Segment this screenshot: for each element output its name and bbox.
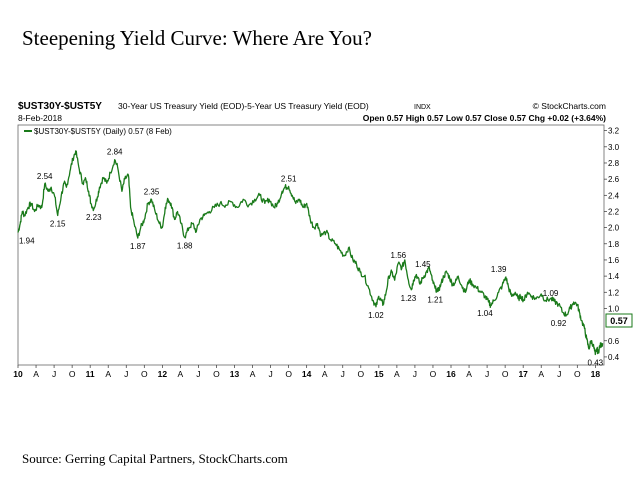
point-annotation: 2.54 [37,172,53,181]
legend-label: $UST30Y-$UST5Y (Daily) 0.57 (8 Feb) [34,127,172,136]
y-tick-label: 3.2 [608,127,620,136]
point-annotation: 1.45 [415,260,431,269]
chart-description: 30-Year US Treasury Yield (EOD)-5-Year U… [118,101,369,111]
x-tick-label: A [250,369,256,379]
page-title: Steepening Yield Curve: Where Are You? [22,26,372,50]
series-line [17,150,604,356]
series-layer [17,150,604,356]
point-annotation: 2.35 [144,187,160,196]
plot-area-frame [17,124,605,366]
x-tick-label: O [430,369,437,379]
x-axis: 10 A J O 11 A J O 12 A J O 13 A J O 14 A J O 15 A J O 16 A J O 17 A J O… [13,365,600,379]
x-tick-label: A [322,369,328,379]
x-tick-label: 13 [230,369,240,379]
x-tick-label: J [557,369,561,379]
y-tick-label: 1.6 [608,256,620,265]
x-tick-label: O [69,369,76,379]
point-annotation: 1.39 [491,265,507,274]
chart-exchange: INDX [414,104,431,111]
x-tick-label: J [485,369,489,379]
y-tick-label: 1.4 [608,272,620,281]
point-annotation: 1.87 [130,242,146,251]
ohlc-readout: Open 0.57 High 0.57 Low 0.57 Close 0.57 … [363,113,606,123]
x-tick-label: O [213,369,220,379]
x-tick-label: 16 [446,369,456,379]
x-tick-label: A [105,369,111,379]
point-annotation: 1.56 [391,251,407,260]
x-tick-label: O [574,369,581,379]
x-tick-label: A [538,369,544,379]
chart-date: 8-Feb-2018 [18,113,62,123]
point-annotation: 2.15 [50,220,66,229]
point-annotation: 2.84 [107,148,123,157]
x-tick-label: A [394,369,400,379]
point-annotation: 0.92 [551,319,567,328]
y-tick-label: 2.4 [608,191,620,200]
x-tick-label: 14 [302,369,312,379]
x-tick-label: J [341,369,345,379]
x-tick-label: O [357,369,364,379]
x-tick-label: J [196,369,200,379]
x-tick-label: A [33,369,39,379]
y-tick-label: 2.6 [608,175,620,184]
x-tick-label: 11 [86,369,95,379]
x-tick-label: 12 [158,369,168,379]
y-tick-label: 3.0 [608,143,620,152]
point-annotation: 1.02 [368,311,384,320]
y-axis: 3.2 3.0 2.8 2.6 2.4 2.2 2.0 1.8 1.6 1.4 1.2 1.0 0.6 0… [604,127,620,362]
point-annotation: 1.09 [543,289,559,298]
point-annotation: 2.51 [281,174,297,183]
y-tick-label: 2.0 [608,224,620,233]
x-tick-label: 18 [591,369,601,379]
x-tick-label: A [178,369,184,379]
source-note: Source: Gerring Capital Partners, StockC… [22,451,288,466]
point-annotation: 1.04 [477,309,493,318]
y-tick-label: 1.0 [608,304,620,313]
point-annotation: 1.21 [427,295,443,304]
x-tick-label: O [502,369,509,379]
y-tick-label: 0.4 [608,353,620,362]
x-tick-label: J [268,369,272,379]
last-value-label: 0.57 [610,316,628,326]
y-tick-label: 2.8 [608,159,620,168]
x-tick-label: 15 [374,369,384,379]
y-tick-label: 0.6 [608,337,620,346]
x-tick-label: J [52,369,56,379]
point-annotation: 1.23 [401,294,417,303]
point-annotation: 1.94 [19,236,35,245]
x-tick-label: J [413,369,417,379]
last-value-box [605,313,633,328]
point-annotation: 0.43 [588,358,604,367]
point-annotation: 2.23 [86,213,102,222]
x-tick-label: A [466,369,472,379]
chart-symbol: $UST30Y-$UST5Y [18,101,102,112]
annotation-layer: 1.94 2.54 2.15 2.23 2.84 1.87 2.35 1.88 2.51 1.02… [19,148,604,368]
x-tick-label: J [124,369,128,379]
y-tick-label: 1.8 [608,240,620,249]
y-tick-label: 1.2 [608,288,620,297]
stockcharts-brand: © StockCharts.com [533,101,606,111]
x-tick-label: O [285,369,292,379]
x-tick-label: O [141,369,148,379]
x-tick-label: 10 [13,369,23,379]
x-tick-label: 17 [518,369,528,379]
point-annotation: 1.88 [177,241,193,250]
y-tick-label: 2.2 [608,207,620,216]
